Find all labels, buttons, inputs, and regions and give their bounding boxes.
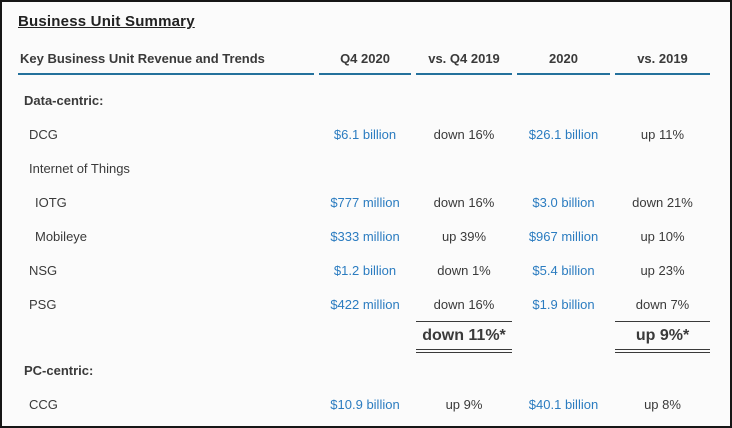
cell-vs-q4-2019: up 9% xyxy=(445,396,483,412)
column-header-vs-2019: vs. 2019 xyxy=(615,51,710,75)
cell-2020-revenue: $26.1 billion xyxy=(528,126,599,142)
cell-2020-revenue: $40.1 billion xyxy=(528,396,599,412)
row-label: PSG xyxy=(29,296,57,312)
table-row-nsg: NSG $1.2 billion down 1% $5.4 billion up… xyxy=(18,253,712,287)
cell-vs-2019: up 11% xyxy=(640,126,685,142)
table-header-row: Key Business Unit Revenue and Trends Q4 … xyxy=(18,51,712,75)
cell-2020-revenue: $1.9 billion xyxy=(532,296,595,312)
total-vs-q4-2019: down 11%* xyxy=(416,321,512,353)
cell-vs-2019: up 8% xyxy=(644,396,681,412)
section-label: PC-centric: xyxy=(24,362,94,378)
column-header-vs-q4-2019: vs. Q4 2019 xyxy=(416,51,512,75)
cell-q4-2020-revenue: $10.9 billion xyxy=(330,396,400,412)
cell-q4-2020-revenue: $777 million xyxy=(330,194,400,210)
cell-q4-2020-revenue: $422 million xyxy=(330,296,400,312)
cell-vs-2019: up 10% xyxy=(640,228,685,244)
row-label: CCG xyxy=(29,396,58,412)
cell-2020-revenue: $967 million xyxy=(528,228,599,244)
row-label: Internet of Things xyxy=(29,160,130,176)
cell-vs-q4-2019: down 16% xyxy=(433,296,495,312)
cell-q4-2020-revenue: $1.2 billion xyxy=(333,262,397,278)
table-body: Data-centric: DCG $6.1 billion down 16% … xyxy=(18,83,712,421)
table-row-mobileye: Mobileye $333 million up 39% $967 millio… xyxy=(18,219,712,253)
cell-2020-revenue: $3.0 billion xyxy=(532,194,595,210)
table-row-ccg: CCG $10.9 billion up 9% $40.1 billion up… xyxy=(18,387,712,421)
cell-vs-q4-2019: up 39% xyxy=(441,228,487,244)
page-title: Business Unit Summary xyxy=(18,13,195,30)
cell-vs-q4-2019: down 16% xyxy=(433,194,495,210)
table-row-iotg: IOTG $777 million down 16% $3.0 billion … xyxy=(18,185,712,219)
cell-vs-q4-2019: down 1% xyxy=(437,262,491,278)
row-label: IOTG xyxy=(35,194,67,210)
cell-vs-2019: up 23% xyxy=(640,262,685,278)
cell-2020-revenue: $5.4 billion xyxy=(532,262,595,278)
row-label: NSG xyxy=(29,262,58,278)
table-row-psg: PSG $422 million down 16% $1.9 billion d… xyxy=(18,287,712,321)
cell-q4-2020-revenue: $333 million xyxy=(330,228,400,244)
cell-vs-2019: down 21% xyxy=(632,194,693,210)
cell-vs-2019: down 7% xyxy=(635,296,690,312)
column-header-2020: 2020 xyxy=(517,51,610,75)
table-row-internet-of-things: Internet of Things xyxy=(18,151,712,185)
row-label: DCG xyxy=(29,126,58,142)
total-vs-2019: up 9%* xyxy=(615,321,710,353)
table-row-dcg: DCG $6.1 billion down 16% $26.1 billion … xyxy=(18,117,712,151)
table-row-data-centric: Data-centric: xyxy=(18,83,712,117)
business-unit-summary-section: Business Unit Summary Key Business Unit … xyxy=(2,2,730,421)
row-label: Mobileye xyxy=(35,228,88,244)
table-row-pc-centric: PC-centric: xyxy=(18,353,712,387)
section-label: Data-centric: xyxy=(24,92,104,108)
cell-vs-q4-2019: down 16% xyxy=(433,126,495,142)
column-header-key-business-unit: Key Business Unit Revenue and Trends xyxy=(18,51,314,75)
cell-q4-2020-revenue: $6.1 billion xyxy=(333,126,397,142)
column-header-q4-2020: Q4 2020 xyxy=(319,51,411,75)
table-row-data-centric-total: down 11%* up 9%* xyxy=(18,321,712,353)
